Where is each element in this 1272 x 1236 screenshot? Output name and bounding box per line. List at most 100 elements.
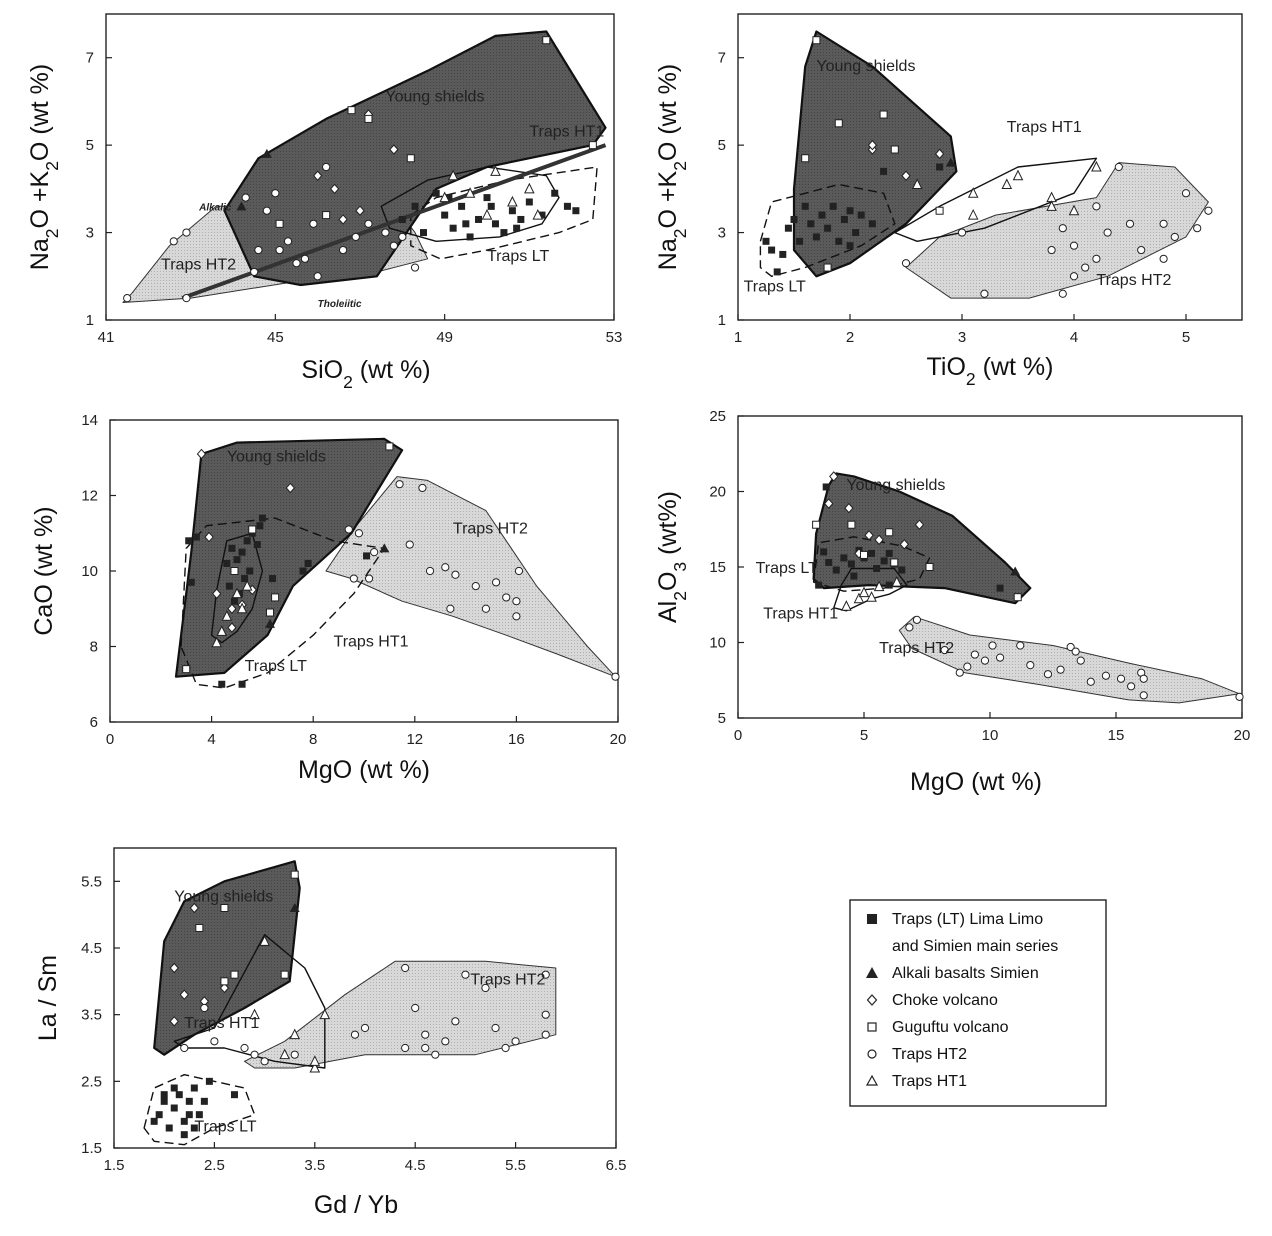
data-point-circle-open — [1170, 232, 1179, 242]
data-point-square-filled — [779, 250, 787, 258]
data-point-square-filled — [256, 522, 264, 530]
data-point-square-open — [195, 924, 204, 932]
data-point-square-open — [290, 870, 299, 879]
data-point-square-filled — [253, 541, 261, 549]
legend-label: and Simien main series — [892, 938, 1058, 955]
data-point-square-filled — [185, 1097, 193, 1105]
data-point-circle-open — [1092, 202, 1101, 211]
x-tick-label: 4 — [207, 731, 215, 748]
region-traps-ht1 — [173, 934, 326, 1069]
data-point-circle-open — [354, 529, 364, 538]
data-point-square-filled — [241, 575, 249, 583]
data-point-square-filled — [762, 237, 770, 245]
data-point-circle-open — [1066, 642, 1075, 652]
data-point-circle-open — [541, 1010, 550, 1019]
data-point-square-filled — [200, 1097, 208, 1105]
x-tick-label: 1.5 — [104, 1157, 125, 1174]
region-label: Traps LT — [756, 560, 818, 577]
region-traps-ht1 — [210, 532, 264, 644]
data-point-circle-open — [970, 650, 979, 659]
region-traps-ht1 — [833, 567, 908, 612]
data-point-circle-open — [957, 228, 967, 237]
region-traps-ht2 — [905, 162, 1209, 299]
x-tick-label: 0 — [734, 727, 742, 744]
data-point-circle-open — [364, 219, 373, 228]
data-point-diamond-open — [196, 448, 207, 460]
data-point-circle-open — [1193, 224, 1202, 233]
data-point-circle-open — [1116, 674, 1126, 683]
data-point-triangle-open — [319, 1008, 331, 1020]
data-point-circle-open — [1058, 289, 1067, 298]
data-point-circle-open — [491, 578, 501, 587]
data-point-circle-open — [940, 645, 949, 655]
data-point-square-filled — [824, 224, 832, 232]
data-point-circle-open — [446, 604, 455, 613]
data-point-square-filled — [898, 566, 906, 574]
data-point-triangle-filled — [379, 543, 390, 553]
data-point-square-open — [280, 970, 289, 979]
x-axis-label: MgO (wt %) — [298, 756, 430, 784]
data-point-circle-open — [200, 1003, 209, 1013]
data-point-circle-open — [451, 570, 460, 579]
x-tick-label: 3.5 — [304, 1157, 325, 1174]
data-point-circle-open — [1071, 647, 1080, 656]
y-tick-label: 7 — [718, 50, 726, 67]
data-point-triangle-open — [891, 575, 903, 587]
data-point-square-filled — [233, 556, 241, 564]
data-point-square-filled — [205, 1077, 213, 1085]
legend-label: Choke volcano — [892, 992, 998, 1009]
data-point-circle-open — [410, 263, 420, 272]
data-point-triangle-filled — [261, 148, 272, 158]
data-point-square-filled — [768, 246, 776, 254]
data-point-square-filled — [500, 229, 508, 237]
y-tick-label: 4.5 — [81, 940, 102, 957]
data-point-circle-open — [370, 548, 379, 557]
data-point-square-open — [885, 528, 894, 537]
data-point-square-filled — [835, 237, 843, 245]
data-point-square-filled — [572, 207, 580, 215]
data-point-square-open — [860, 550, 868, 559]
data-point-circle-open — [398, 232, 407, 242]
x-axis-label: TiO2 (wt %) — [927, 353, 1054, 389]
data-point-square-filled — [996, 584, 1004, 592]
data-point-square-open — [347, 106, 356, 115]
data-point-square-filled — [846, 242, 854, 250]
data-point-square-filled — [185, 1111, 193, 1119]
data-point-diamond-open — [867, 139, 878, 151]
data-point-triangle-open — [507, 195, 518, 207]
data-point-diamond-open — [227, 622, 237, 633]
data-point-square-filled — [850, 572, 858, 580]
data-point-circle-open — [421, 1043, 430, 1053]
legend-marker-triangle-open — [865, 1074, 879, 1086]
y-axis-label: Al2O3 (wt%) — [654, 491, 690, 623]
data-point-square-filled — [815, 581, 823, 589]
legend-marker-diamond-open — [866, 994, 878, 1006]
data-point-triangle-open — [481, 208, 493, 220]
data-point-circle-open — [501, 1043, 510, 1053]
data-point-diamond-open — [189, 902, 199, 914]
data-point-square-filled — [801, 202, 809, 210]
data-point-circle-open — [1103, 228, 1112, 237]
chart-panel-1: Young shields Traps HT2 Traps HT1 Traps LT A… — [26, 13, 622, 392]
data-point-square-open — [220, 977, 229, 986]
data-point-triangle-open — [1068, 204, 1080, 216]
data-point-circle-open — [980, 289, 989, 298]
data-point-square-open — [812, 36, 821, 45]
data-point-diamond-open — [227, 603, 237, 615]
data-point-square-filled — [243, 537, 251, 545]
data-point-diamond-open — [874, 534, 884, 546]
annotation-label: Alkalic — [198, 203, 232, 214]
region-label: Traps HT2 — [161, 257, 236, 274]
region-young-shields — [223, 30, 607, 287]
region-label: Young shields — [174, 888, 273, 905]
data-point-square-filled — [847, 560, 855, 568]
data-point-circle-open — [514, 566, 524, 576]
data-point-square-open — [230, 970, 239, 979]
data-point-triangle-open — [231, 587, 243, 599]
data-point-triangle-open — [259, 935, 270, 946]
x-tick-label: 4 — [1070, 329, 1078, 346]
data-point-square-filled — [432, 189, 440, 197]
data-point-circle-open — [1235, 692, 1244, 701]
data-point-circle-open — [441, 563, 450, 572]
